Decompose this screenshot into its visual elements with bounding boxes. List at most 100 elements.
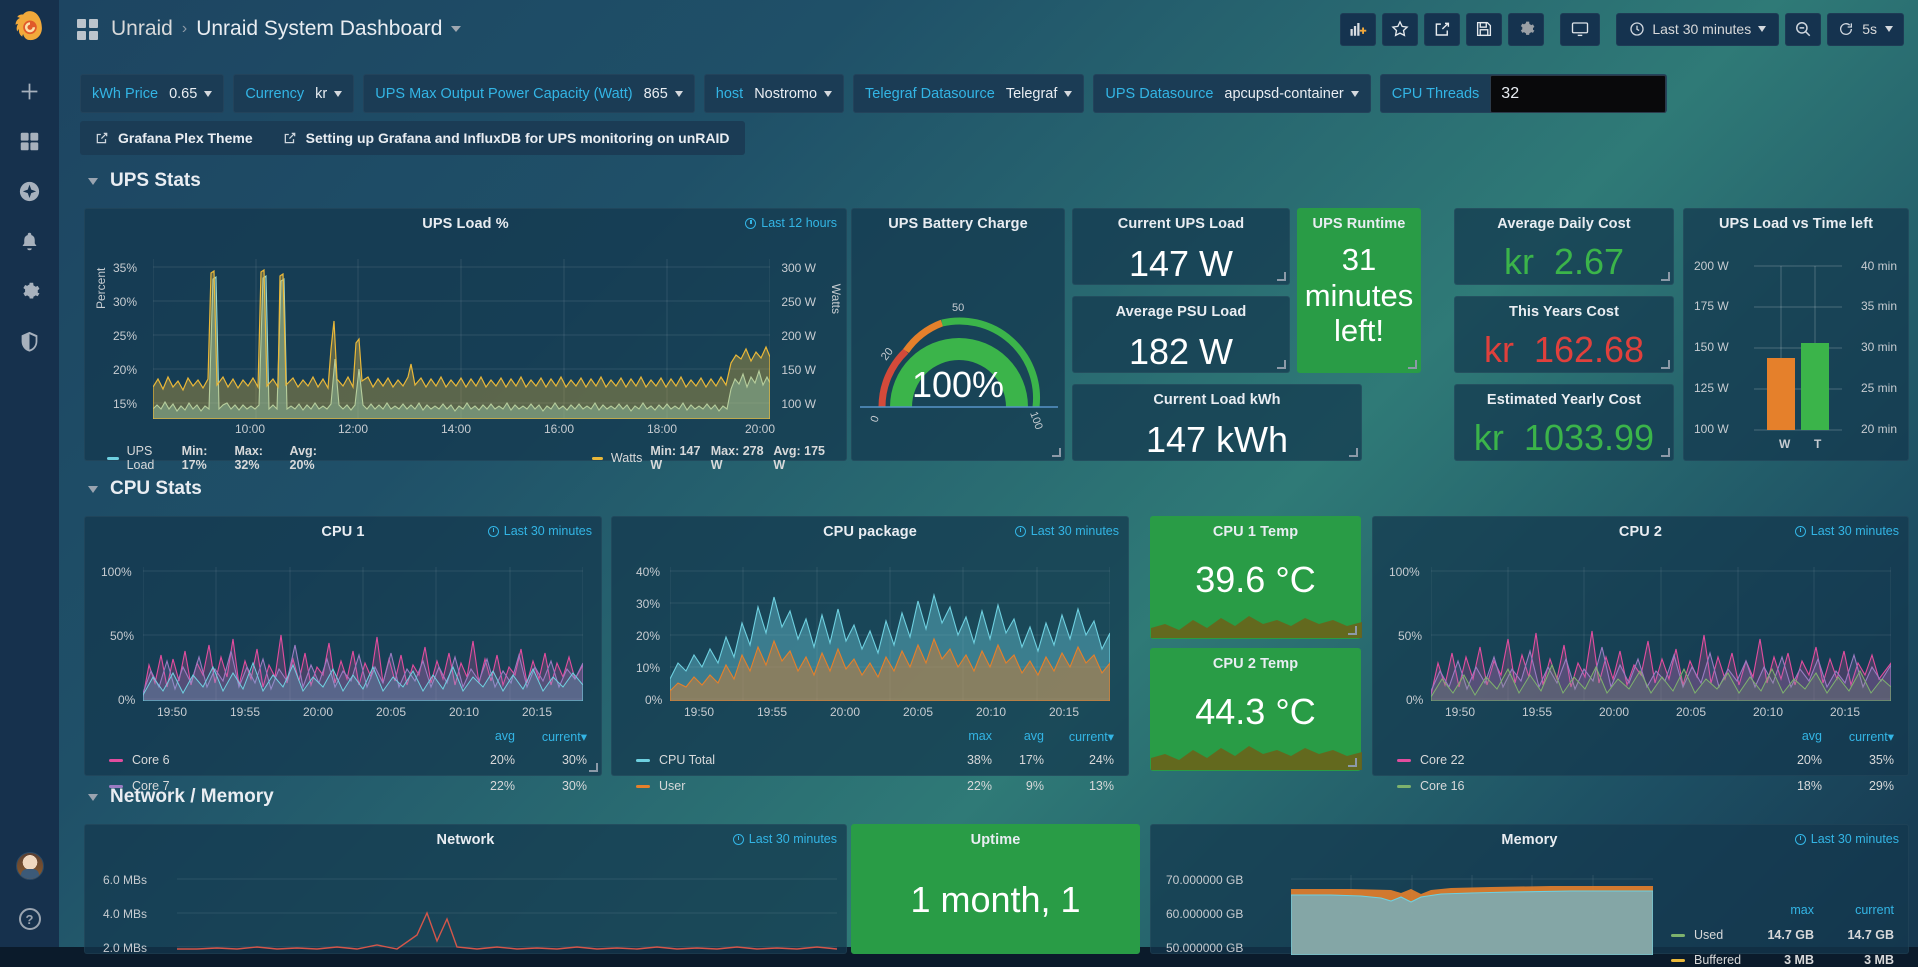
legend-item[interactable]: Core 6 20% 30% [109,753,587,767]
panel-resize-handle[interactable] [1408,360,1417,369]
panel-resize-handle[interactable] [1277,360,1286,369]
legend-header-current[interactable]: current▾ [541,730,587,744]
legend-item[interactable]: Core 7 22% 30% [109,779,587,793]
legend-header-max[interactable]: max [968,729,992,743]
variable-value[interactable]: 865 [644,86,683,102]
sidebar-item-create[interactable] [0,66,59,116]
sidebar-item-configuration[interactable] [0,266,59,316]
grafana-logo[interactable] [7,6,53,52]
panel-network[interactable]: Network Last 30 minutes 6.0 MBs 4.0 MBs … [84,824,847,955]
share-dashboard-button[interactable] [1424,12,1461,46]
legend-item-watts[interactable]: Watts Min: 147 W Max: 278 W Avg: 175 W [591,444,827,472]
panel-time-range[interactable]: Last 30 minutes [1014,524,1119,538]
panel-this-years-cost[interactable]: This Years Cost kr 162.68 [1454,296,1674,373]
sidebar-item-server-admin[interactable] [0,316,59,366]
panel-uptime[interactable]: Uptime 1 month, 1 [851,824,1140,954]
panel-resize-handle[interactable] [1052,448,1061,457]
variable-value[interactable]: 0.65 [169,86,213,102]
panel-cpu-2-temp[interactable]: CPU 2 Temp 44.3 °C [1150,648,1362,771]
panel-cpu-package[interactable]: CPU package Last 30 minutes 40% 30% 20% … [611,516,1129,793]
variable-cpu-threads[interactable]: CPU Threads [1379,74,1668,113]
variable-value[interactable]: apcupsd-container [1224,86,1359,102]
mark-favorite-button[interactable] [1382,12,1419,46]
variable-label: host [715,85,744,102]
panel-resize-handle[interactable] [1349,448,1358,457]
panel-ups-load-percent[interactable]: UPS Load % Last 12 hours Percent 35% 30%… [84,208,847,472]
sidebar-item-help[interactable]: ? [0,891,59,947]
add-panel-button[interactable] [1340,12,1377,46]
save-dashboard-button[interactable] [1466,12,1503,46]
panel-resize-handle[interactable] [1348,626,1357,635]
zoom-out-time-button[interactable] [1785,12,1822,46]
row-header-ups-stats[interactable]: UPS Stats [72,170,201,192]
variable-currency[interactable]: Currency kr [233,74,355,113]
page-title[interactable]: Unraid System Dashboard [196,17,443,40]
dashboard-settings-button[interactable] [1508,12,1545,46]
panel-cpu-1[interactable]: CPU 1 Last 30 minutes 100% 50% 0% 19:50 … [84,516,602,793]
stat-number: 1033.99 [1523,417,1655,458]
dashboard-grid-icon[interactable] [77,18,98,40]
cpu-threads-input[interactable] [1490,74,1667,113]
variable-telegraf-datasource[interactable]: Telegraf Datasource Telegraf [853,74,1085,113]
panel-time-range[interactable]: Last 30 minutes [1794,832,1899,846]
row-header-cpu-stats[interactable]: CPU Stats [72,478,202,500]
legend-item[interactable]: Buffered 3 MB 3 MB [1671,953,1894,967]
refresh-control[interactable]: 5s [1827,12,1904,46]
sidebar-item-explore[interactable] [0,166,59,216]
panel-average-psu-load[interactable]: Average PSU Load 182 W [1072,296,1290,373]
sidebar-item-alerting[interactable] [0,216,59,266]
variable-ups-max-output-power-capacity[interactable]: UPS Max Output Power Capacity (Watt) 865 [363,74,695,113]
legend-header-current[interactable]: current▾ [1068,730,1114,744]
panel-memory[interactable]: Memory Last 30 minutes 70.000000 GB 60.0… [1150,824,1909,967]
variable-value[interactable]: Telegraf [1006,86,1073,102]
panel-cpu-2[interactable]: CPU 2 Last 30 minutes 100% 50% 0% 19:50 … [1372,516,1909,793]
legend-item-ups-load[interactable]: UPS Load Min: 17% Max: 32% Avg: 20% [107,444,336,472]
ups-monitoring-guide-link[interactable]: Setting up Grafana and InfluxDB for UPS … [267,121,745,155]
panel-time-range[interactable]: Last 30 minutes [487,524,592,538]
legend-item[interactable]: CPU Total 38% 17% 24% [636,753,1114,767]
panel-ups-load-vs-time-left[interactable]: UPS Load vs Time left 200 W 175 W 150 W … [1683,208,1909,461]
breadcrumb-folder[interactable]: Unraid [111,17,173,40]
tv-kiosk-button[interactable] [1560,12,1601,46]
sidebar-item-user-profile[interactable] [0,841,59,891]
legend-header-current[interactable]: current▾ [1848,730,1894,744]
variable-value[interactable]: kr [315,86,343,102]
panel-resize-handle[interactable] [1661,448,1670,457]
network-plot [177,878,837,950]
legend-series-name: User [659,779,686,793]
panel-resize-handle[interactable] [1277,272,1286,281]
legend-header-current[interactable]: current [1855,903,1894,917]
panel-current-load-kwh[interactable]: Current Load kWh 147 kWh [1072,384,1362,461]
panel-average-daily-cost[interactable]: Average Daily Cost kr 2.67 [1454,208,1674,285]
legend-header-avg[interactable]: avg [494,729,515,743]
legend-item[interactable]: Core 22 20% 35% [1397,753,1894,767]
legend-item[interactable]: User 22% 9% 13% [636,779,1114,793]
sidebar-item-dashboards[interactable] [0,116,59,166]
panel-time-range[interactable]: Last 12 hours [745,216,837,230]
legend-item[interactable]: Used 14.7 GB 14.7 GB [1671,928,1894,942]
legend-header-max[interactable]: max [1790,903,1814,917]
panel-resize-handle[interactable] [589,763,598,772]
panel-current-ups-load[interactable]: Current UPS Load 147 W [1072,208,1290,285]
dashboard-dropdown-caret-icon[interactable] [451,26,462,32]
panel-estimated-yearly-cost[interactable]: Estimated Yearly Cost kr 1033.99 [1454,384,1674,461]
panel-time-range[interactable]: Last 30 minutes [1794,524,1899,538]
panel-ups-runtime[interactable]: UPS Runtime 31 minutes left! [1297,208,1421,373]
variable-host[interactable]: host Nostromo [703,74,845,113]
panel-ups-battery-charge[interactable]: UPS Battery Charge 0 20 50 100 100% [851,208,1065,461]
panel-time-range[interactable]: Last 30 minutes [732,832,837,846]
variable-kwh-price[interactable]: kWh Price 0.65 [80,74,225,113]
grafana-plex-theme-link[interactable]: Grafana Plex Theme [80,121,268,155]
panel-resize-handle[interactable] [1661,272,1670,281]
variable-ups-datasource[interactable]: UPS Datasource apcupsd-container [1093,74,1371,113]
row-header-network-memory[interactable]: Network / Memory [72,786,274,808]
legend-item[interactable]: Core 16 18% 29% [1397,779,1894,793]
panel-cpu-1-temp[interactable]: CPU 1 Temp 39.6 °C [1150,516,1362,639]
legend-header-avg[interactable]: avg [1801,729,1822,743]
panel-resize-handle[interactable] [1661,360,1670,369]
time-range-picker[interactable]: Last 30 minutes [1616,12,1780,46]
panel-resize-handle[interactable] [1348,758,1357,767]
x-tick: 20:10 [1753,705,1784,719]
variable-value[interactable]: Nostromo [754,86,833,102]
legend-header-avg[interactable]: avg [1023,729,1044,743]
